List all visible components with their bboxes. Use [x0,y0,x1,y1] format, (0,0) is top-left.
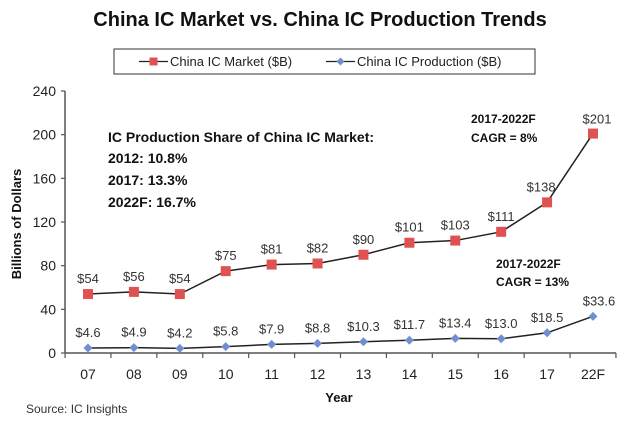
market-point [83,289,93,300]
production-cagr-value: CAGR = 13% [496,275,569,289]
market-data-label: $111 [488,209,515,224]
market-data-label: $82 [307,240,329,255]
series-production: $4.6 $4.9 $4.2 $5.8 $7.9 $8.8 $10.3 $11.7 $13.4 $… [75,293,615,353]
y-tick-label: 240 [33,83,57,99]
market-point [496,226,507,237]
market-point [128,286,139,297]
production-line [87,315,594,350]
x-tick-label: 09 [172,366,188,382]
market-point [358,249,369,260]
x-tick-label: 13 [356,366,372,382]
market-data-label: $54 [77,271,99,286]
y-ticks: 0 40 80 120 160 200 240 [33,83,65,361]
production-data-label: $13.4 [439,315,472,330]
production-point [450,333,460,343]
production-point [404,335,414,345]
production-data-label: $13.0 [485,316,518,331]
legend: China IC Market ($B) China IC Production… [113,48,536,75]
production-data-label: $11.7 [394,317,426,332]
legend-production-marker [336,57,345,66]
share-title: IC Production Share of China IC Market: [108,129,374,145]
production-cagr-period: 2017-2022F [496,257,561,271]
market-data-label: $54 [169,271,191,286]
market-data-label: $138 [527,179,556,194]
legend-item-production: China IC Production ($B) [326,54,502,69]
production-point [221,342,231,352]
production-point [83,343,93,353]
x-ticks: 07 08 09 10 11 12 13 14 15 16 17 22F [64,353,617,382]
production-point [588,311,598,321]
y-tick-label: 120 [33,214,57,230]
share-2017: 2017: 13.3% [108,172,188,188]
production-data-label: $4.2 [167,325,192,340]
production-point [175,343,185,353]
legend-market-marker [149,57,158,66]
production-data-label: $18.5 [531,310,564,325]
market-data-label: $201 [583,112,612,127]
x-tick-label: 08 [126,366,142,382]
legend-item-market: China IC Market ($B) [139,54,292,69]
production-data-label: $10.3 [347,319,380,334]
production-point [358,337,368,347]
y-tick-label: 200 [33,127,57,143]
production-point [313,338,323,348]
production-data-label: $4.9 [121,325,146,340]
legend-market-label: China IC Market ($B) [170,54,292,69]
x-tick-label: 11 [264,366,279,382]
market-data-label: $81 [261,242,283,257]
market-point [542,197,553,208]
share-annotation: IC Production Share of China IC Market: … [108,129,374,210]
market-data-label: $56 [123,269,145,284]
x-tick-label: 12 [310,366,326,382]
share-2012: 2012: 10.8% [108,150,188,166]
market-point [404,237,415,248]
x-tick-label: 14 [402,366,418,382]
market-point [588,128,598,139]
y-axis-title: Billions of Dollars [9,169,24,280]
production-data-label: $7.9 [259,321,284,336]
market-point [174,289,185,300]
share-2022f: 2022F: 16.7% [108,194,196,210]
production-data-label: $8.8 [305,320,330,335]
y-tick-label: 0 [48,345,56,361]
x-tick-label: 22F [581,366,605,382]
market-cagr-period: 2017-2022F [471,112,536,126]
market-point [220,266,231,277]
production-cagr-annotation: 2017-2022F CAGR = 13% [496,257,569,289]
production-point [496,334,506,344]
series-market: $54 $56 $54 $75 $81 $82 $90 $101 $103 $111 $138 $20… [77,112,612,300]
y-tick-label: 40 [40,301,56,317]
x-tick-label: 10 [218,366,234,382]
market-cagr-value: CAGR = 8% [471,131,538,145]
chart-title: China IC Market vs. China IC Production … [93,9,546,31]
legend-box [113,48,536,75]
market-data-label: $103 [441,218,470,233]
market-point [450,235,461,246]
x-tick-label: 17 [539,366,555,382]
market-line [87,133,594,295]
market-cagr-annotation: 2017-2022F CAGR = 8% [471,112,538,145]
source-note: Source: IC Insights [26,402,127,416]
production-data-label: $4.6 [75,325,100,340]
production-data-label: $33.6 [583,293,616,308]
market-data-label: $90 [353,232,375,247]
x-tick-label: 15 [447,366,463,382]
market-point [266,259,277,270]
market-point [312,258,323,269]
legend-production-label: China IC Production ($B) [357,54,502,69]
market-data-label: $75 [215,248,237,263]
y-tick-label: 160 [33,170,57,186]
market-data-label: $101 [395,220,424,235]
x-axis-title: Year [325,390,352,405]
production-point [129,343,139,353]
production-data-label: $5.8 [213,324,238,339]
x-tick-label: 07 [80,366,96,382]
production-point [542,328,552,338]
y-tick-label: 80 [40,258,56,274]
production-point [267,339,277,349]
x-tick-label: 16 [493,366,509,382]
